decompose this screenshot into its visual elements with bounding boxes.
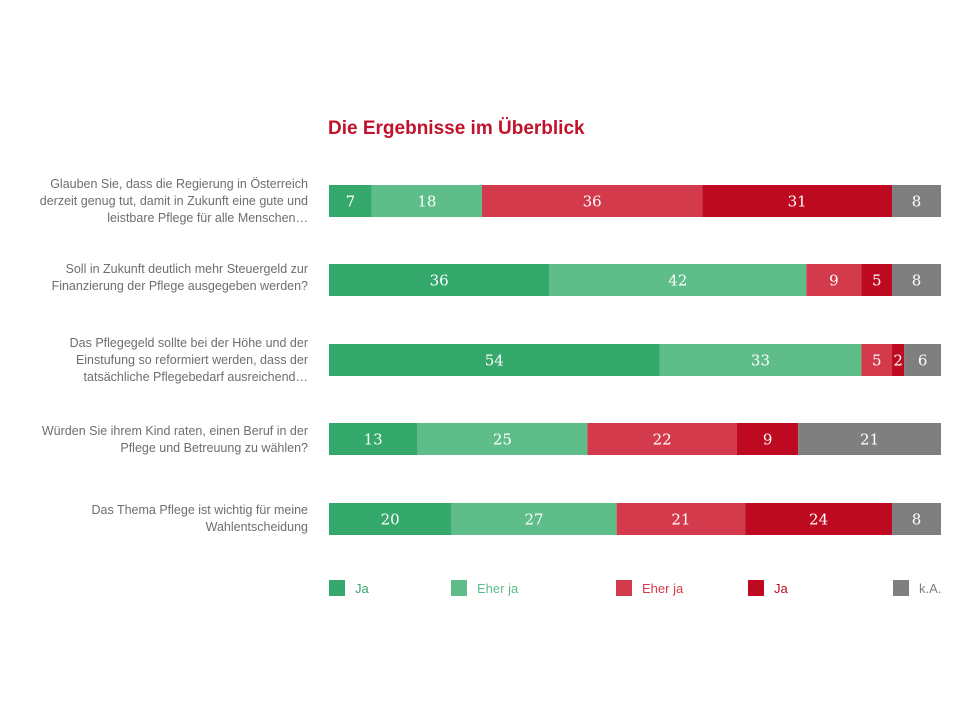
bar-segment-row2-series5 (892, 264, 941, 296)
bar-segment-row2-series4 (861, 264, 893, 296)
bar-segment-row5-series5 (892, 503, 941, 535)
data-label-row4-series3: 22 (653, 431, 672, 449)
bar-segment-row5-series4 (745, 503, 893, 535)
legend-item-1: Ja (329, 579, 369, 597)
data-label-row5-series3: 21 (671, 511, 690, 529)
bar-segment-row4-series2 (417, 423, 588, 455)
data-label-row3-series4: 2 (893, 352, 903, 370)
legend-label: Eher ja (642, 580, 684, 596)
legend-item-2: Eher ja (451, 579, 518, 597)
bar-segment-row3-series3 (861, 344, 893, 376)
data-label-row2-series3: 9 (829, 272, 839, 290)
data-label-row3-series3: 5 (872, 352, 882, 370)
question-label-4: Würden Sie ihrem Kind raten, einen Beruf… (41, 424, 308, 455)
bar-segment-row1-series5 (892, 185, 941, 217)
bar-segment-row5-series1 (329, 503, 452, 535)
bar-segment-row4-series1 (329, 423, 418, 455)
legend-label: k.A. (919, 580, 942, 596)
bar-segment-row1-series4 (702, 185, 893, 217)
legend-swatch (451, 580, 467, 596)
bar-segment-row5-series3 (616, 503, 746, 535)
data-label-row4-series5: 21 (860, 431, 879, 449)
bar-segment-row1-series3 (482, 185, 703, 217)
legend-swatch (748, 580, 764, 596)
bar-segment-row3-series5 (904, 344, 941, 376)
bar-segment-row5-series2 (451, 503, 617, 535)
bar-segment-row2-series1 (329, 264, 550, 296)
bar-segment-row3-series2 (659, 344, 862, 376)
data-label-row5-series4: 24 (809, 511, 828, 529)
data-label-row5-series1: 20 (381, 511, 400, 529)
bar-segment-row1-series2 (371, 185, 482, 217)
legend-item-5: k.A. (893, 579, 941, 597)
bar-segment-row1-series1 (329, 185, 372, 217)
bar-segment-row4-series4 (737, 423, 799, 455)
data-label-row2-series1: 36 (430, 272, 449, 290)
legend-label: Ja (774, 580, 788, 596)
bar-segment-row2-series2 (549, 264, 807, 296)
legend-item-3: Eher ja (616, 579, 683, 597)
bar-segment-row4-series3 (587, 423, 737, 455)
data-label-row4-series4: 9 (763, 431, 773, 449)
question-label-2: Soll in Zukunft deutlich mehr Steuergeld… (51, 262, 308, 293)
legend-label: Eher ja (477, 580, 519, 596)
data-label-row1-series5: 8 (912, 193, 922, 211)
data-label-row4-series2: 25 (493, 431, 512, 449)
legend-label: Ja (355, 580, 369, 596)
data-label-row3-series5: 6 (918, 352, 928, 370)
data-label-row1-series3: 36 (583, 193, 602, 211)
bar-segment-row3-series4 (892, 344, 905, 376)
data-label-row5-series5: 8 (912, 511, 922, 529)
data-label-row1-series2: 18 (417, 193, 436, 211)
data-label-row2-series2: 42 (668, 272, 687, 290)
data-label-row1-series4: 31 (788, 193, 807, 211)
bar-segment-row4-series5 (798, 423, 941, 455)
bar-segment-row2-series3 (806, 264, 862, 296)
bar-segment-row3-series1 (329, 344, 660, 376)
data-label-row3-series2: 33 (751, 352, 770, 370)
legend-swatch (329, 580, 345, 596)
data-label-row1-series1: 7 (346, 193, 356, 211)
data-label-row2-series5: 8 (912, 272, 922, 290)
question-label-5: Das Thema Pflege ist wichtig für meine W… (91, 503, 308, 534)
chart-title: Die Ergebnisse im Überblick (328, 118, 585, 139)
data-label-row2-series4: 5 (872, 272, 882, 290)
data-label-row3-series1: 54 (485, 352, 504, 370)
question-label-1: Glauben Sie, dass die Regierung in Öster… (39, 177, 308, 225)
legend-swatch (893, 580, 909, 596)
question-label-3: Das Pflegegeld sollte bei der Höhe und d… (69, 336, 308, 384)
data-label-row4-series1: 13 (364, 431, 383, 449)
data-label-row5-series2: 27 (524, 511, 543, 529)
legend-item-4: Ja (748, 579, 788, 597)
legend-swatch (616, 580, 632, 596)
